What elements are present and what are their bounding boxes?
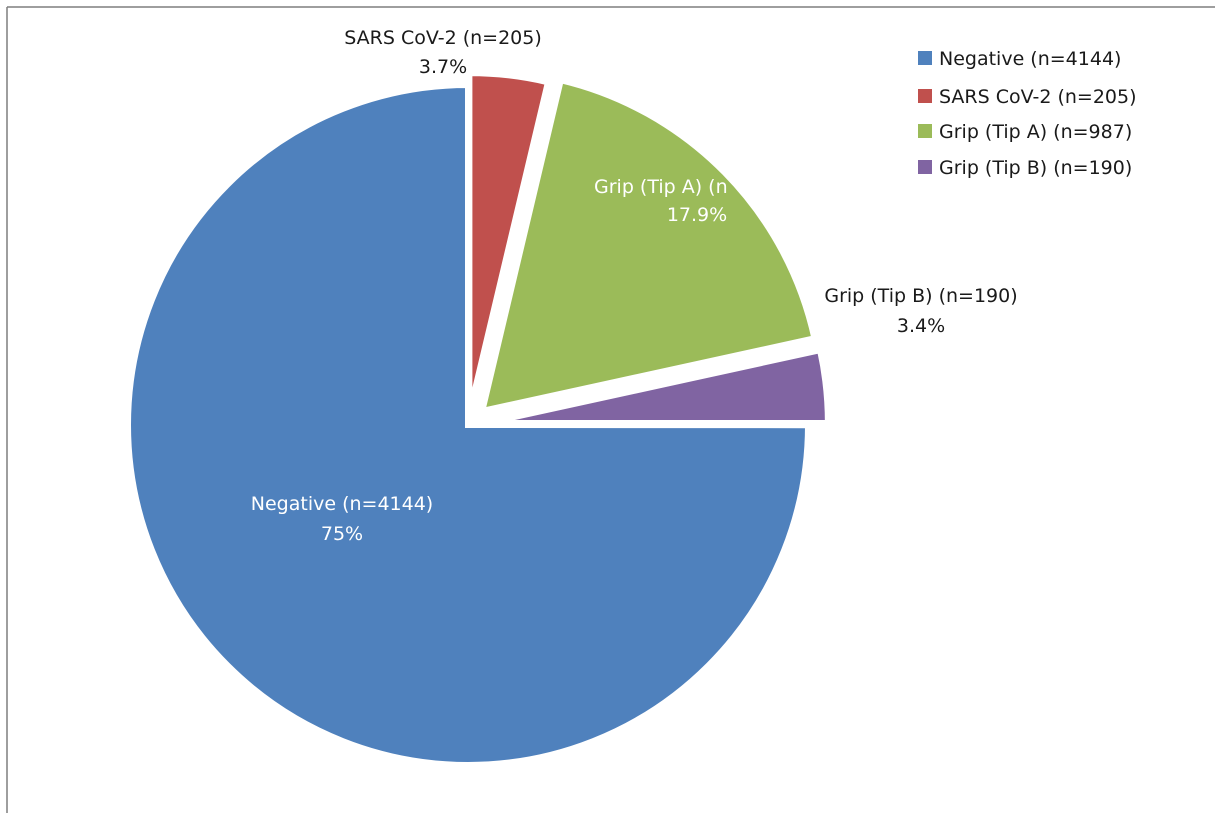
legend-label-grip-b: Grip (Tip B) (n=190) [939, 157, 1132, 179]
pie-slices [125, 70, 831, 768]
data-label-grip-a-percent: 17.9% [667, 204, 727, 226]
pie-slice-grip-tip-a [478, 76, 818, 415]
legend-swatch-grip-b [918, 160, 932, 174]
legend-swatch-grip-a [918, 124, 932, 138]
legend: Negative (n=4144) SARS CoV-2 (n=205) Gri… [918, 48, 1137, 179]
legend-label-negative: Negative (n=4144) [939, 48, 1121, 70]
data-labels: Negative (n=4144) 75% SARS CoV-2 (n=205)… [251, 27, 1018, 545]
data-label-negative-percent: 75% [321, 523, 363, 545]
pie-slice-grip-tip-b [487, 346, 831, 427]
data-label-sars-percent: 3.7% [419, 56, 467, 78]
legend-swatch-sars [918, 89, 932, 103]
data-label-grip-b-percent: 3.4% [897, 315, 945, 337]
data-label-sars-name: SARS CoV-2 (n=205) [344, 27, 542, 49]
data-label-grip-a-name: Grip (Tip A) (n [594, 176, 728, 198]
legend-label-sars: SARS CoV-2 (n=205) [939, 86, 1137, 108]
legend-label-grip-a: Grip (Tip A) (n=987) [939, 121, 1132, 143]
data-label-negative-name: Negative (n=4144) [251, 493, 433, 515]
data-label-grip-b-name: Grip (Tip B) (n=190) [824, 285, 1017, 307]
pie-slice-sars-cov-2 [466, 70, 552, 414]
legend-swatch-negative [918, 51, 932, 65]
pie-slice-negative [125, 81, 812, 768]
